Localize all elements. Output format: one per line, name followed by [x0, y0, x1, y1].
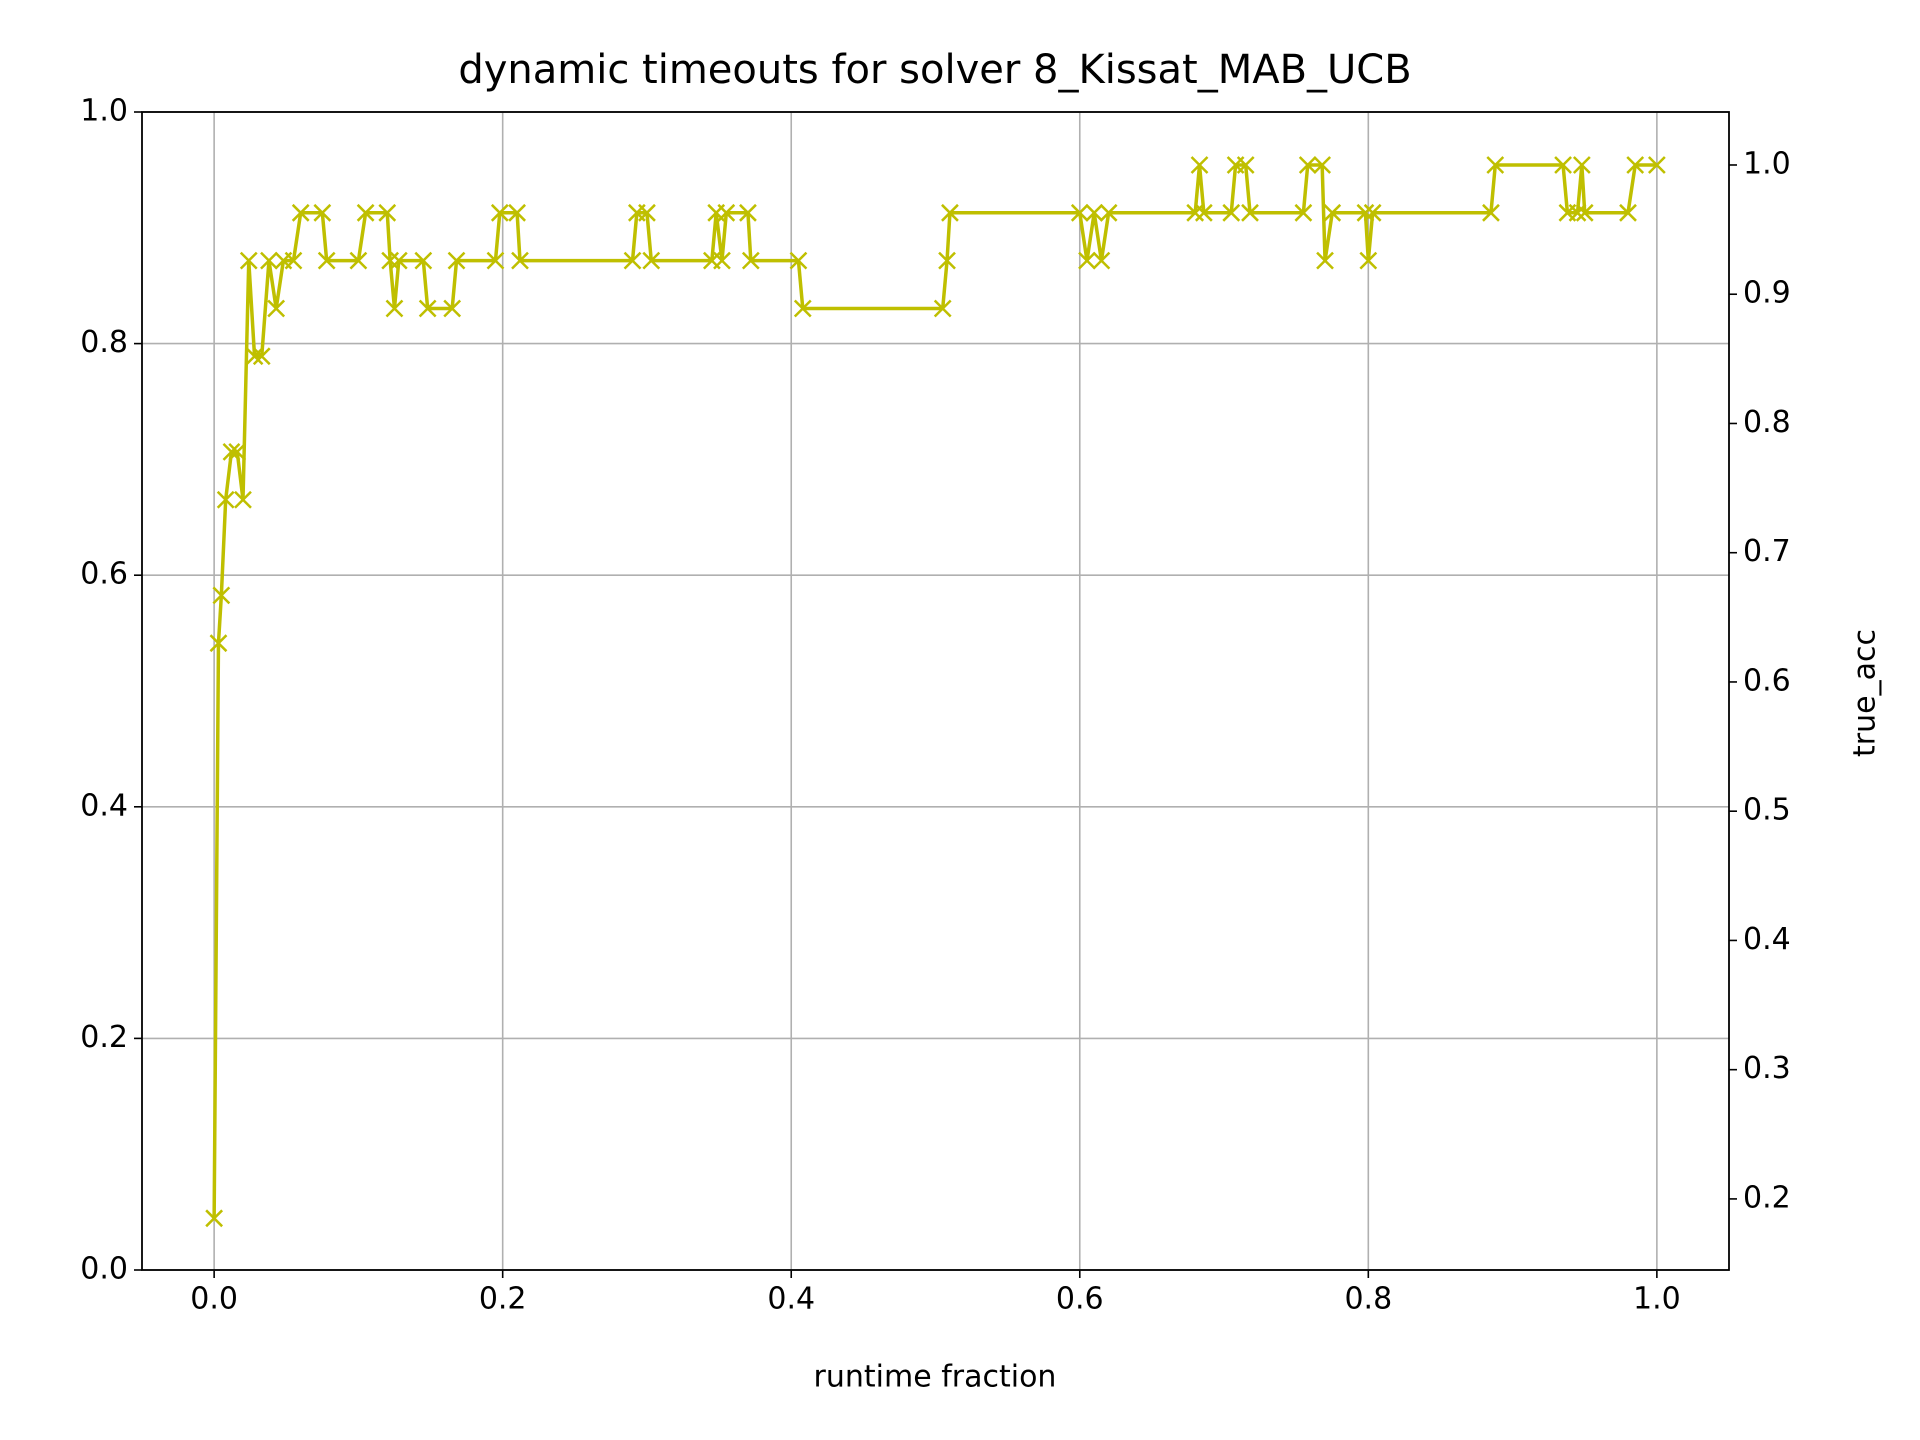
marker — [623, 251, 642, 270]
y-tick-label: 0.4 — [80, 788, 128, 823]
marker — [1078, 251, 1096, 270]
marker — [291, 203, 310, 222]
marker — [418, 299, 437, 318]
marker — [209, 634, 228, 653]
marker — [741, 251, 760, 270]
marker — [222, 443, 241, 461]
y2-tick-label: 0.4 — [1743, 922, 1791, 957]
chart-title: dynamic timeouts for solver 8_Kissat_MAB… — [458, 47, 1411, 93]
marker — [1194, 203, 1213, 222]
marker — [1298, 156, 1317, 174]
marker — [284, 251, 303, 270]
marker — [1313, 156, 1332, 174]
marker — [1575, 203, 1594, 222]
y2-axis-label: true_acc — [1848, 629, 1883, 757]
marker — [313, 203, 332, 222]
marker — [941, 203, 959, 222]
marker — [1626, 156, 1645, 174]
marker — [1486, 156, 1505, 174]
marker — [1316, 251, 1334, 270]
marker — [447, 251, 466, 270]
marker — [1359, 251, 1378, 270]
marker — [793, 299, 812, 318]
marker — [713, 251, 731, 270]
y-tick-label: 0.2 — [80, 1020, 128, 1055]
marker — [252, 347, 271, 366]
marker — [1241, 203, 1259, 222]
marker — [443, 299, 462, 318]
y2-tick-label: 0.5 — [1743, 793, 1791, 828]
marker — [260, 251, 278, 270]
marker — [938, 251, 956, 270]
marker — [1619, 203, 1637, 222]
marker — [1190, 156, 1209, 174]
x-tick-label: 0.8 — [1344, 1282, 1392, 1317]
marker — [486, 251, 505, 270]
x-tick-label: 0.6 — [1056, 1282, 1104, 1317]
marker — [1099, 203, 1118, 222]
marker — [642, 251, 661, 270]
y2-tick-label: 0.3 — [1743, 1051, 1791, 1086]
marker — [1222, 203, 1241, 222]
marker — [511, 251, 529, 270]
marker — [789, 251, 808, 270]
marker — [739, 203, 757, 222]
marker — [1186, 203, 1205, 222]
x-tick-label: 1.0 — [1633, 1282, 1681, 1317]
marker — [1482, 203, 1500, 222]
y2-tick-label: 0.2 — [1743, 1180, 1791, 1215]
marker — [1356, 203, 1375, 222]
marker — [1554, 156, 1572, 174]
marker — [638, 203, 656, 222]
marker — [1085, 203, 1104, 222]
marker — [356, 203, 375, 222]
plot-frame — [141, 111, 1730, 1271]
y2-tick-label: 0.8 — [1743, 405, 1791, 440]
marker — [717, 203, 736, 222]
marker — [933, 299, 952, 318]
marker — [1070, 203, 1089, 222]
marker — [1092, 251, 1111, 270]
marker — [490, 203, 509, 222]
marker — [1323, 203, 1342, 222]
data-line — [212, 163, 1657, 1219]
marker — [317, 251, 336, 270]
marker — [1294, 203, 1313, 222]
marker — [228, 443, 247, 461]
marker — [389, 251, 408, 270]
marker — [414, 251, 433, 270]
y2-tick-label: 0.6 — [1743, 663, 1791, 698]
y2-tick-label: 0.9 — [1743, 276, 1791, 311]
marker — [385, 299, 404, 318]
x-tick-label: 0.4 — [767, 1282, 815, 1317]
marker — [349, 251, 368, 270]
y2-tick-label: 1.0 — [1743, 146, 1791, 181]
y-tick-label: 1.0 — [80, 94, 128, 129]
marker — [378, 203, 397, 222]
marker — [234, 490, 252, 509]
marker — [245, 347, 264, 366]
marker — [381, 251, 400, 270]
x-axis-label: runtime fraction — [814, 1360, 1057, 1395]
x-tick-label: 0.2 — [479, 1282, 527, 1317]
marker — [216, 490, 235, 509]
marker — [212, 586, 231, 605]
marker — [1236, 156, 1255, 174]
marker — [1363, 203, 1382, 222]
marker — [508, 203, 526, 222]
marker — [1647, 156, 1666, 174]
y2-tick-label: 0.7 — [1743, 534, 1791, 569]
y-tick-label: 0.0 — [80, 1252, 128, 1287]
y-tick-label: 0.6 — [80, 557, 128, 592]
marker — [1568, 203, 1587, 222]
marker — [1572, 156, 1591, 174]
marker — [239, 251, 258, 270]
marker — [205, 1209, 224, 1228]
x-tick-label: 0.0 — [190, 1282, 238, 1317]
y-tick-label: 0.8 — [80, 325, 128, 360]
marker — [267, 299, 286, 318]
